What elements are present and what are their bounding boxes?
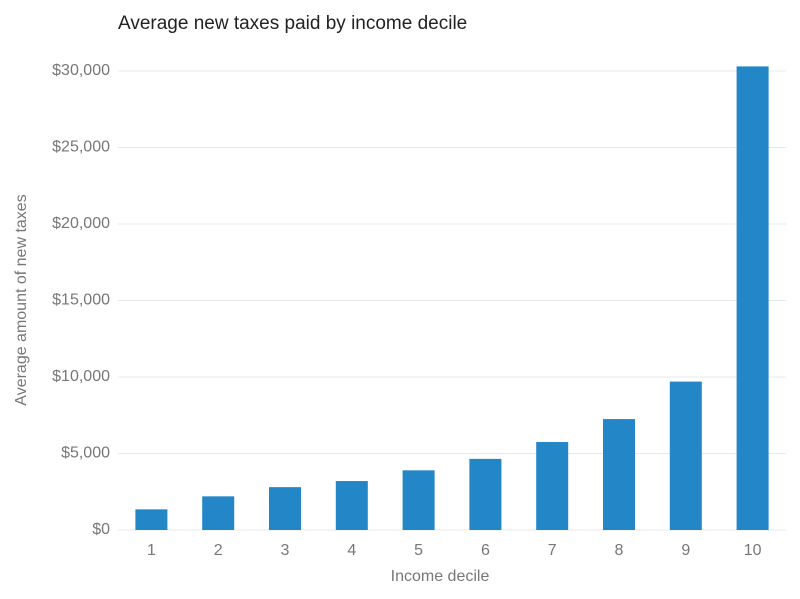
bar	[135, 509, 168, 530]
x-tick-label: 7	[548, 542, 557, 559]
bar	[202, 496, 235, 530]
x-axis-label: Income decile	[391, 568, 490, 585]
bar	[603, 419, 635, 530]
x-tick-label: 8	[615, 542, 624, 559]
chart-title: Average new taxes paid by income decile	[118, 13, 467, 34]
x-tick-label: 5	[414, 542, 423, 559]
y-tick-label: $20,000	[52, 215, 110, 232]
x-tick-label: 10	[744, 542, 762, 559]
y-tick-label: $5,000	[61, 445, 110, 462]
bar	[536, 442, 569, 530]
bar	[736, 66, 769, 530]
bar	[669, 381, 702, 530]
x-tick-label: 4	[347, 542, 356, 559]
x-tick-label: 2	[214, 542, 223, 559]
bar	[402, 470, 435, 530]
bar	[269, 487, 301, 530]
x-tick-label: 1	[147, 542, 156, 559]
x-tick-label: 3	[281, 542, 290, 559]
y-tick-label: $30,000	[52, 62, 110, 79]
bar	[335, 481, 368, 530]
y-tick-label: $10,000	[52, 368, 110, 385]
y-tick-label: $15,000	[52, 292, 110, 309]
y-tick-label: $0	[92, 521, 110, 538]
y-axis-label: Average amount of new taxes	[13, 194, 30, 405]
y-tick-label: $25,000	[52, 139, 110, 156]
x-tick-label: 9	[681, 542, 690, 559]
bar	[469, 458, 502, 530]
x-tick-label: 6	[481, 542, 490, 559]
